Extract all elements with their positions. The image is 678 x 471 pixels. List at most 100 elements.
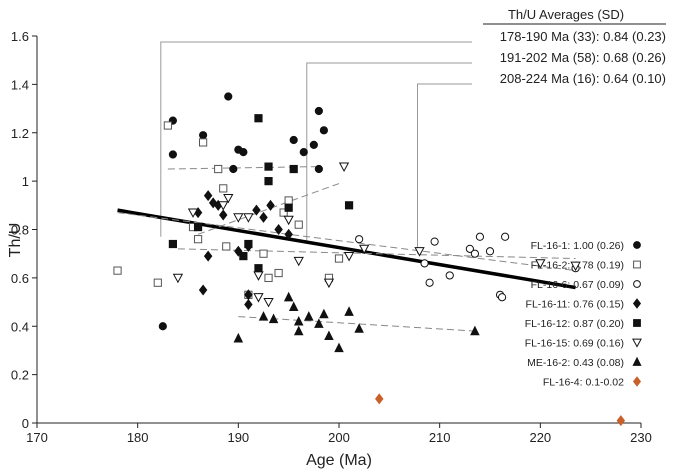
point	[263, 297, 274, 308]
point	[233, 332, 244, 343]
point	[445, 271, 454, 280]
point	[244, 239, 253, 249]
point	[314, 164, 323, 174]
point	[334, 342, 344, 353]
point	[153, 278, 162, 287]
point	[289, 135, 298, 145]
average-connector	[417, 83, 472, 254]
point	[284, 203, 293, 212]
point	[158, 322, 167, 331]
point	[264, 273, 273, 282]
legend-label: FL-16-6: 0.67 (0.09)	[531, 279, 624, 291]
x-tick-label: 210	[429, 430, 451, 445]
point	[289, 164, 298, 174]
point	[420, 259, 429, 268]
point	[168, 150, 177, 159]
point	[254, 114, 263, 123]
legend-marker	[633, 260, 641, 269]
point	[229, 164, 238, 174]
legend-label: FL-16-4: 0.1-0.02	[543, 377, 624, 389]
point	[244, 289, 253, 301]
x-tick-label: 200	[328, 430, 350, 445]
point	[266, 199, 275, 211]
point	[355, 235, 364, 244]
point	[343, 252, 355, 262]
point	[218, 201, 229, 211]
point	[214, 164, 223, 174]
point	[485, 247, 495, 256]
point	[198, 284, 208, 296]
point	[187, 208, 199, 218]
point	[319, 126, 328, 135]
point	[259, 249, 268, 258]
y-tick-label: 0	[22, 416, 29, 431]
point	[309, 140, 318, 149]
y-tick-label: 0.8	[11, 223, 29, 238]
point	[323, 278, 335, 289]
point	[163, 121, 172, 130]
point	[430, 237, 439, 246]
point	[253, 293, 264, 303]
point	[199, 131, 208, 140]
point	[354, 323, 364, 333]
y-tick-label: 1	[22, 174, 29, 189]
point	[252, 204, 261, 216]
legend-marker	[633, 280, 641, 288]
average-label: 191-202 Ma (58): 0.68 (0.26)	[500, 50, 666, 65]
point	[344, 306, 354, 316]
point	[288, 301, 299, 311]
legend-marker	[632, 338, 642, 348]
legend-label: FL-16-1: 1.00 (0.26)	[531, 240, 624, 252]
y-tick-label: 0.2	[11, 368, 29, 383]
point	[470, 249, 479, 258]
point	[193, 222, 203, 232]
point	[268, 313, 279, 324]
point	[293, 325, 304, 336]
trend-line	[177, 248, 576, 260]
point	[243, 213, 254, 223]
point	[203, 190, 213, 202]
point	[233, 213, 244, 223]
x-tick-label: 190	[227, 430, 249, 445]
point	[570, 261, 581, 272]
point	[223, 193, 234, 204]
legend-label: FL-16-11: 0.76 (0.15)	[526, 299, 624, 311]
point	[293, 315, 304, 326]
point	[219, 209, 228, 221]
point	[414, 247, 425, 257]
point	[475, 232, 485, 241]
x-tick-label: 230	[630, 430, 652, 445]
point	[324, 330, 334, 341]
point	[535, 259, 546, 269]
point	[279, 208, 288, 217]
average-connector	[306, 62, 472, 242]
y-tick-label: 0.4	[11, 319, 29, 334]
point	[113, 266, 122, 275]
averages-title: Th/U Averages (SD)	[508, 7, 624, 22]
point	[172, 273, 184, 284]
point	[294, 220, 303, 229]
point	[222, 242, 231, 251]
point	[319, 308, 329, 319]
point	[239, 252, 248, 261]
point	[224, 92, 233, 101]
average-connector	[160, 41, 472, 237]
point	[283, 215, 294, 226]
point	[239, 148, 248, 157]
point	[359, 244, 370, 255]
point	[284, 228, 293, 240]
average-label: 208-224 Ma (16): 0.64 (0.10)	[500, 71, 666, 86]
point	[274, 223, 283, 236]
point	[314, 318, 324, 328]
legend-label: ME-16-2: 0.43 (0.08)	[527, 357, 624, 369]
point	[259, 211, 268, 223]
point	[219, 184, 228, 193]
y-tick-label: 1.6	[11, 29, 29, 44]
point	[299, 148, 308, 157]
point	[470, 325, 480, 336]
y-tick-label: 1.4	[11, 77, 29, 92]
point	[283, 291, 294, 302]
point	[253, 271, 264, 281]
point	[616, 415, 626, 427]
